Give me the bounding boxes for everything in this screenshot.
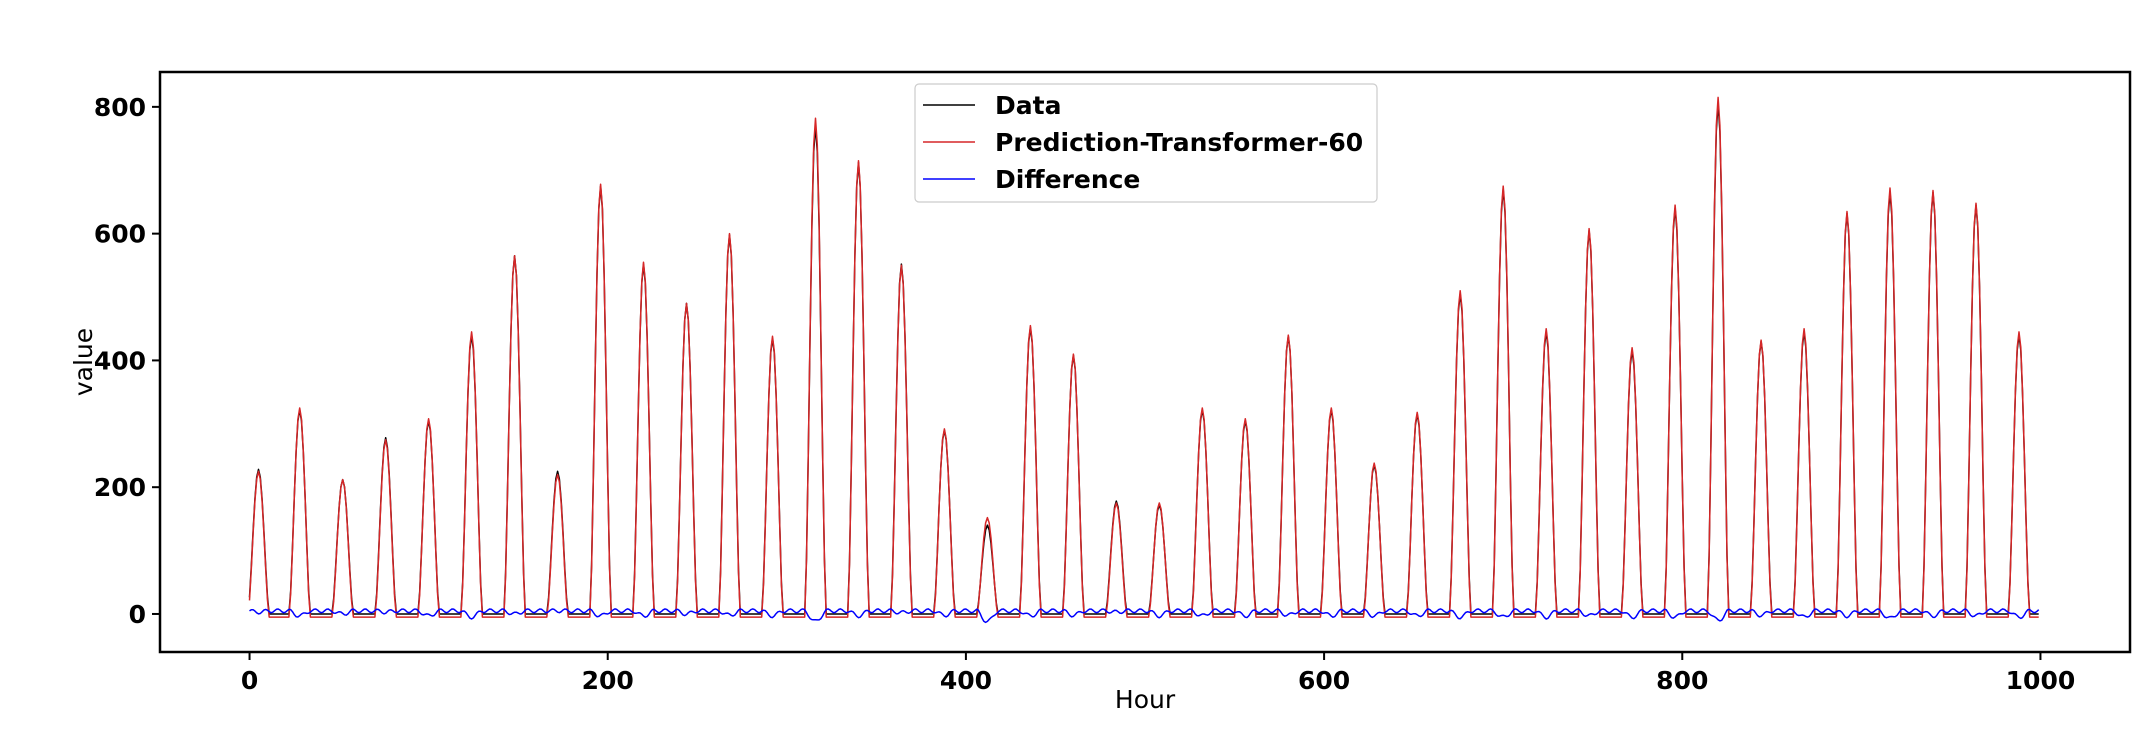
series-layer	[248, 96, 2040, 624]
x-tick-label: 1000	[2006, 666, 2076, 695]
legend-box	[914, 83, 1378, 203]
legend: Data Prediction-Transformer-60 Differenc…	[914, 83, 1378, 203]
series-line-prediction	[248, 96, 2039, 618]
y-axis-label: value	[69, 328, 98, 396]
legend-label-prediction: Prediction-Transformer-60	[995, 128, 1363, 157]
series-line-difference	[249, 608, 2040, 624]
x-tick-label: 0	[241, 666, 258, 695]
x-tick-label: 600	[1298, 666, 1350, 695]
y-tick-label: 600	[94, 220, 146, 249]
y-tick-label: 400	[94, 346, 146, 375]
x-tick-label: 400	[940, 666, 992, 695]
x-axis: 0 200 400 600 800 1000	[241, 652, 2075, 695]
y-axis: 0 200 400 600 800	[94, 93, 160, 629]
x-axis-label: Hour	[1115, 685, 1176, 714]
y-tick-label: 800	[94, 93, 146, 122]
y-tick-label: 0	[129, 600, 146, 629]
y-tick-label: 200	[94, 473, 146, 502]
legend-label-difference: Difference	[995, 165, 1140, 194]
x-tick-label: 200	[582, 666, 634, 695]
plot-frame	[158, 70, 2132, 654]
x-tick-label: 800	[1656, 666, 1708, 695]
legend-label-data: Data	[995, 91, 1061, 120]
